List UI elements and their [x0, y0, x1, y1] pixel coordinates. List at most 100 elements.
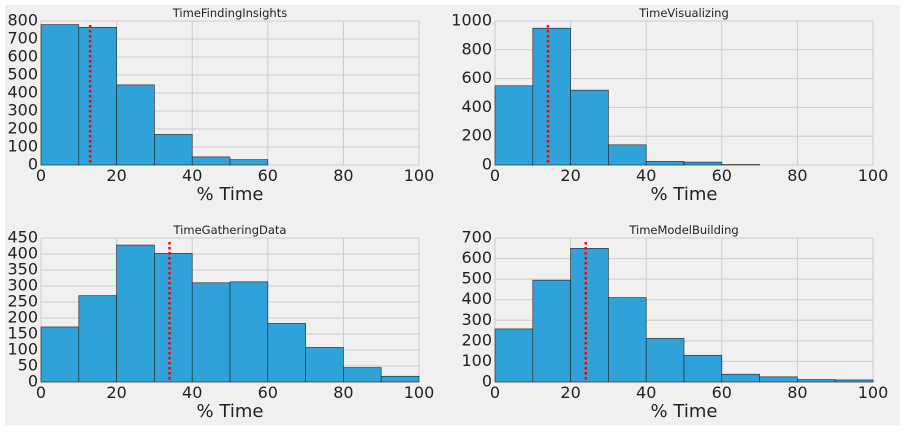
x-tick-label: 100 [404, 383, 435, 402]
subplot-title: TimeModelBuilding [628, 223, 738, 237]
y-tick-label: 100 [7, 340, 38, 359]
y-tick-label: 0 [28, 155, 38, 174]
x-tick-label: 20 [560, 383, 580, 402]
y-tick-label: 600 [461, 68, 492, 87]
histogram-bar [343, 367, 382, 383]
subplot-title: TimeFindingInsights [172, 6, 287, 20]
x-tick-label: 20 [560, 166, 580, 185]
y-tick-label: 350 [7, 260, 38, 279]
y-tick-label: 50 [18, 356, 38, 375]
y-tick-label: 200 [461, 126, 492, 145]
x-tick-label: 60 [258, 383, 278, 402]
histogram-bar [40, 326, 80, 383]
x-tick-label: 80 [333, 383, 353, 402]
histogram-bar [229, 159, 269, 166]
x-tick-label: 40 [636, 383, 656, 402]
x-tick-label: 60 [712, 383, 732, 402]
y-tick-label: 500 [7, 65, 38, 84]
x-tick-label: 100 [858, 166, 889, 185]
y-tick-label: 0 [28, 372, 38, 391]
histogram-bar [645, 338, 685, 383]
x-tick-label: 20 [106, 383, 126, 402]
x-tick-label: 60 [258, 166, 278, 185]
x-axis-label: % Time [197, 184, 264, 205]
y-tick-label: 450 [7, 228, 38, 247]
y-tick-label: 400 [461, 289, 492, 308]
histogram-bar [683, 354, 723, 383]
y-tick-label: 800 [461, 39, 492, 58]
x-tick-label: 40 [636, 166, 656, 185]
histogram-bar [532, 279, 571, 383]
x-tick-label: 0 [36, 166, 46, 185]
histogram-bar [570, 89, 609, 166]
x-tick-label: 40 [182, 383, 202, 402]
y-tick-label: 600 [7, 47, 38, 66]
x-tick-label: 100 [404, 166, 435, 185]
histogram-bar [154, 134, 193, 166]
subplot-title: TimeVisualizing [638, 6, 729, 20]
y-tick-label: 0 [482, 372, 492, 391]
y-tick-label: 400 [7, 83, 38, 102]
histogram-bar [494, 328, 534, 383]
subplot-2: 0 200 400 600 800 1000 0 20 40 60 80 100 % Time TimeV… [451, 6, 888, 205]
y-tick-label: 0 [482, 155, 492, 174]
y-tick-label: 300 [461, 310, 492, 329]
histogram-bar [78, 295, 117, 383]
y-tick-label: 700 [461, 228, 492, 247]
y-tick-label: 700 [7, 29, 38, 48]
subplot-title: TimeGatheringData [173, 223, 287, 237]
histogram-bar [40, 24, 80, 166]
y-tick-label: 400 [461, 97, 492, 116]
y-tick-label: 200 [461, 330, 492, 349]
y-tick-label: 200 [7, 308, 38, 327]
histogram-bar [570, 247, 609, 383]
x-tick-label: 80 [333, 166, 353, 185]
x-axis-label: % Time [651, 184, 718, 205]
histogram-bar [191, 282, 231, 383]
histogram-bar [305, 347, 344, 383]
x-tick-label: 80 [787, 166, 807, 185]
histogram-bar [191, 156, 231, 166]
x-axis-label: % Time [197, 401, 264, 422]
histogram-bar [229, 281, 269, 383]
histogram-bar [721, 373, 760, 383]
x-tick-label: 80 [787, 383, 807, 402]
x-tick-label: 0 [36, 383, 46, 402]
y-tick-label: 100 [461, 351, 492, 370]
histogram-bar [608, 297, 647, 383]
y-tick-label: 400 [7, 244, 38, 263]
y-tick-label: 150 [7, 324, 38, 343]
x-tick-label: 0 [490, 166, 500, 185]
histogram-bar [834, 379, 874, 383]
histogram-bar [154, 253, 193, 383]
x-tick-label: 40 [182, 166, 202, 185]
y-tick-label: 100 [7, 137, 38, 156]
histogram-bar [380, 375, 420, 383]
histogram-bar [759, 376, 798, 383]
histogram-bar [532, 27, 571, 166]
x-tick-label: 60 [712, 166, 732, 185]
histogram-bar [116, 244, 155, 383]
x-tick-label: 0 [490, 383, 500, 402]
histogram-bar [494, 85, 534, 166]
histogram-bar [797, 379, 836, 383]
histogram-bar [116, 84, 155, 166]
histogram-bar [683, 161, 723, 166]
y-tick-label: 300 [7, 101, 38, 120]
y-tick-label: 1000 [451, 11, 492, 30]
y-tick-label: 300 [7, 276, 38, 295]
y-tick-label: 800 [7, 11, 38, 30]
y-tick-label: 500 [461, 269, 492, 288]
x-axis-label: % Time [651, 401, 718, 422]
histogram-bar [645, 161, 685, 166]
histogram-bar [608, 144, 647, 166]
histogram-bar [78, 26, 117, 166]
y-tick-label: 250 [7, 292, 38, 311]
y-tick-label: 200 [7, 119, 38, 138]
x-tick-label: 20 [106, 166, 126, 185]
